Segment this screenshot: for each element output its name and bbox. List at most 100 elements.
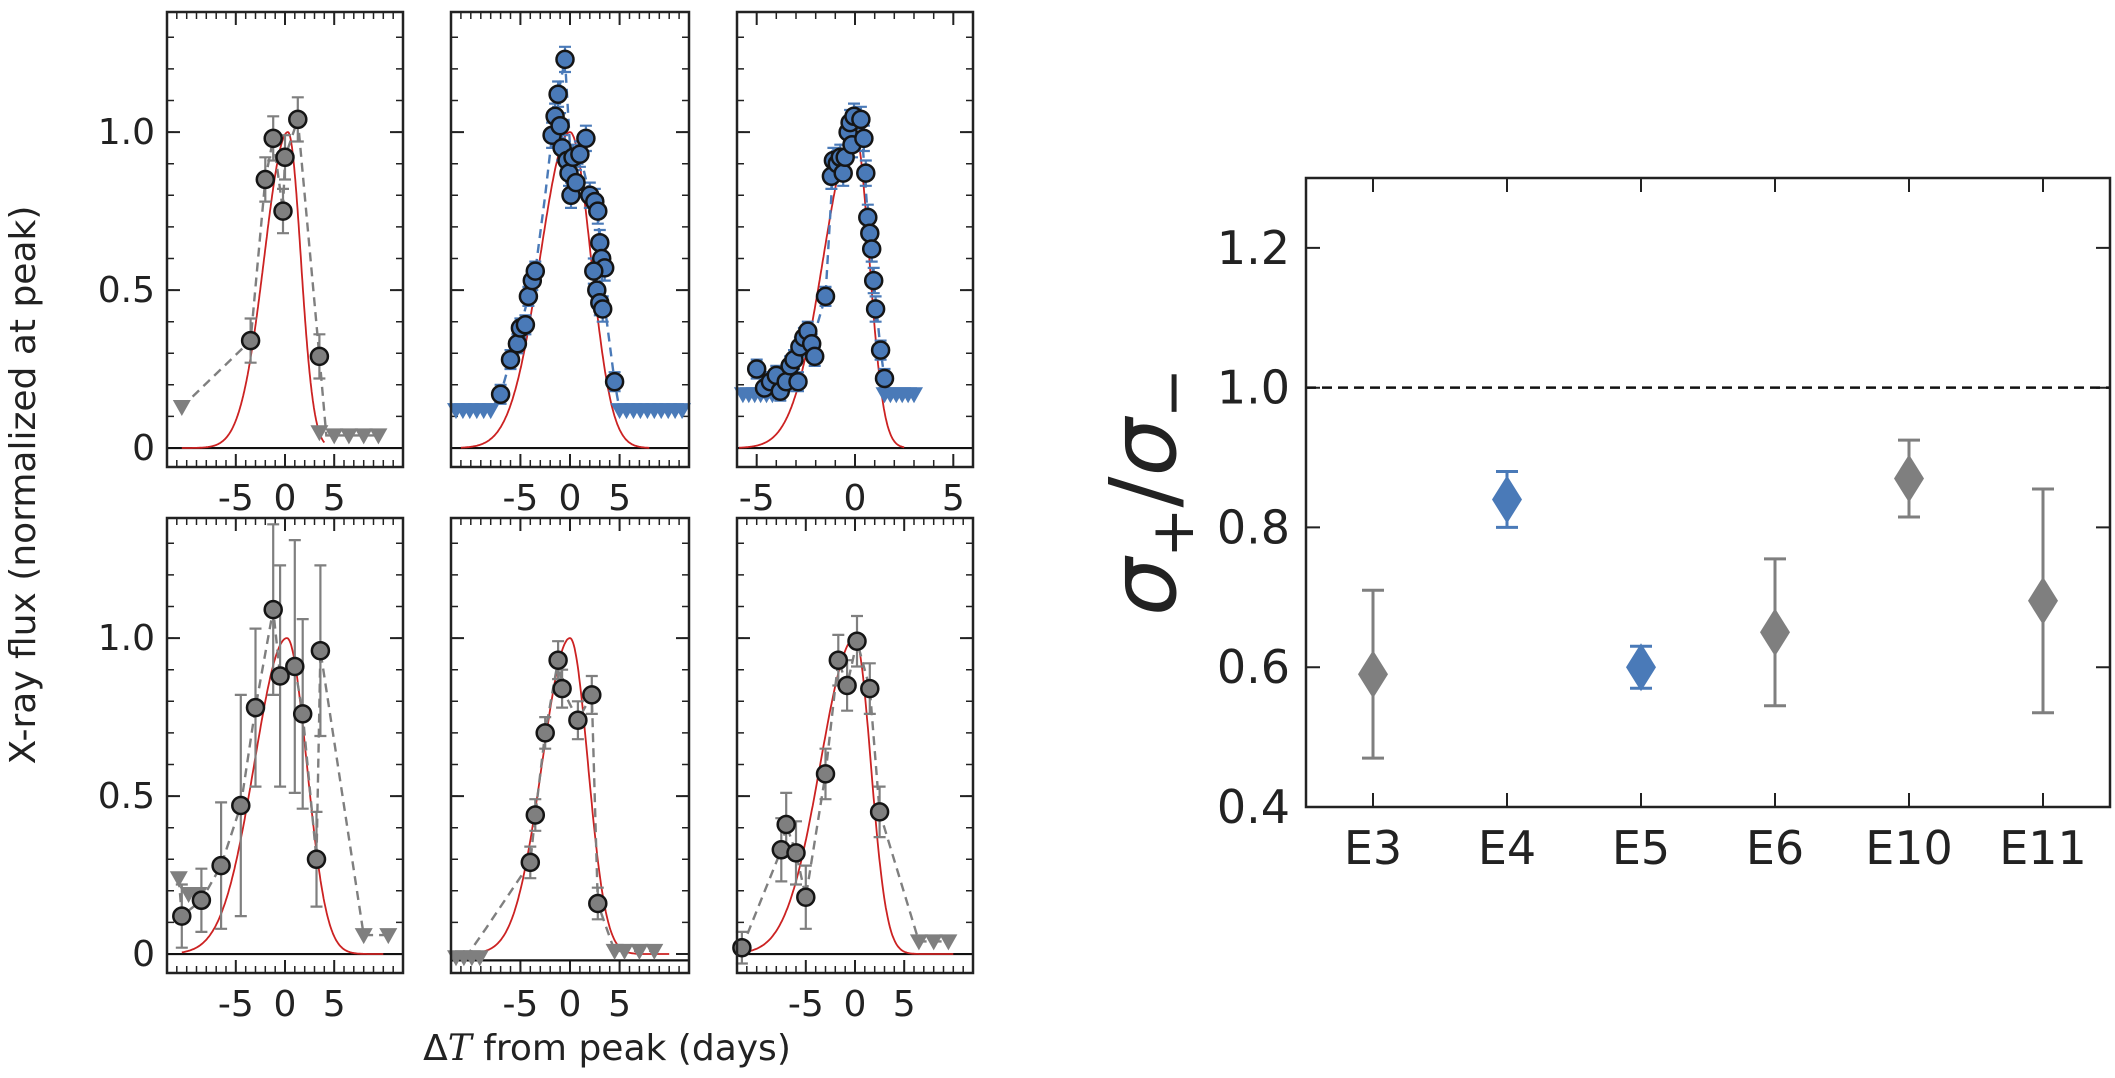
panel-frame	[449, 516, 691, 975]
upper-limit-marker	[379, 928, 398, 945]
ratio-y-tick-label: 0.6	[1217, 640, 1290, 694]
data-point	[555, 49, 575, 70]
y-tick-label: 0.5	[98, 270, 155, 311]
upper-limit-marker	[909, 934, 928, 951]
data-point	[231, 795, 251, 816]
upper-limit-marker	[354, 928, 373, 945]
data-point	[869, 802, 890, 822]
y-tick-label: 0	[132, 934, 155, 975]
ylabel-plus-sub: +	[1138, 508, 1208, 558]
upper-limit-marker	[172, 400, 191, 416]
data-point	[310, 640, 331, 661]
major-ticks	[451, 12, 689, 467]
data-point	[833, 163, 853, 183]
x-tick-label: 0	[844, 984, 867, 1025]
data-point	[285, 656, 305, 677]
upper-limit-marker	[354, 428, 373, 445]
data-point	[211, 855, 231, 876]
ratio-panel-frame	[1304, 176, 2112, 809]
dashed-connector	[177, 609, 389, 937]
data-point	[788, 371, 808, 392]
data-point	[856, 163, 876, 183]
ratio-point-E5	[1626, 643, 1656, 692]
ylabel-sigma-minus: σ	[1090, 416, 1197, 477]
light-curve-panels: -5 0 500.51.0-5 0 5 -5 0 5-5 0 500.51.0-5 0 5 -5 0 5	[98, 10, 975, 1025]
ylabel-minus-sub: −	[1138, 368, 1208, 418]
data-point	[191, 890, 212, 911]
data-point	[490, 384, 511, 405]
data-point	[270, 666, 290, 686]
data-point	[273, 201, 293, 221]
upper-limit-marker	[369, 428, 388, 445]
ratio-y-tick-label: 0.8	[1217, 500, 1290, 554]
upper-limit-marker	[325, 428, 344, 445]
data-point	[548, 84, 568, 104]
x-tick-label: -5	[502, 984, 538, 1025]
data-point	[588, 893, 608, 914]
data-point	[860, 678, 880, 699]
data-point	[815, 764, 836, 784]
upper-limit-marker	[924, 934, 943, 951]
major-ticks	[737, 518, 973, 973]
lightcurve-panel-p3: -5 0 5	[733, 10, 975, 519]
x-tick-label: -5	[218, 984, 254, 1025]
ratio-y-tick-label: 1.2	[1217, 221, 1290, 275]
panel-frame	[165, 516, 405, 975]
ylabel-slash: /	[1090, 477, 1197, 508]
data-point	[535, 723, 555, 743]
ratio-point-E3	[1358, 650, 1388, 699]
minor-ticks	[166, 12, 404, 467]
y-tick-label: 1.0	[98, 618, 155, 659]
data-point	[854, 128, 874, 149]
data-point	[172, 906, 192, 926]
data-point	[584, 261, 604, 281]
data-point	[847, 631, 867, 651]
x-tick-label: 5	[608, 478, 631, 519]
data-point	[592, 299, 613, 319]
data-point	[550, 115, 570, 136]
ratio-point-E10	[1894, 454, 1924, 503]
x-tick-label: 5	[323, 984, 346, 1025]
data-point	[525, 805, 546, 825]
upper-limit-marker	[481, 403, 500, 420]
data-point	[858, 207, 878, 228]
data-point	[518, 286, 539, 307]
x-tick-label: 5	[323, 478, 346, 519]
ratio-point-E11	[2028, 576, 2058, 625]
minor-ticks	[736, 518, 974, 973]
x-tick-label: 0	[274, 478, 297, 519]
upper-limit-marker	[310, 425, 329, 442]
panel-frame	[735, 516, 975, 975]
y-tick-label: 0	[132, 428, 155, 469]
upper-limit-marker	[939, 934, 958, 951]
data-point	[786, 843, 806, 863]
data-point	[804, 346, 825, 367]
lightcurve-panel-p1: -5 0 500.51.0	[98, 10, 405, 519]
data-point	[525, 261, 546, 281]
data-point	[240, 330, 261, 351]
upper-limit-marker	[630, 943, 649, 960]
data-point	[776, 814, 796, 835]
sigma-ratio-panel: E3 E4 E5 E6 E10 E11 0.4 0.6 0.8 1.0 1.2	[1217, 176, 2112, 875]
ratio-x-tick-E3: E3	[1344, 821, 1402, 875]
data-point	[255, 169, 276, 190]
major-ticks	[167, 12, 403, 467]
x-tick-label: -5	[788, 984, 824, 1025]
x-tick-label: 5	[608, 984, 631, 1025]
upper-limit-marker	[615, 943, 634, 960]
data-point	[861, 239, 882, 259]
data-point	[582, 685, 602, 705]
model-curve	[741, 637, 954, 955]
minor-ticks	[450, 518, 690, 973]
upper-limit-marker	[339, 428, 358, 445]
data-point	[865, 299, 886, 319]
data-point	[263, 128, 283, 149]
data-point	[275, 147, 295, 168]
panel-frame	[735, 10, 975, 469]
data-point	[566, 172, 586, 193]
data-point	[796, 887, 816, 907]
xlabel-variable: T	[448, 1028, 475, 1069]
upper-limit-marker	[645, 943, 664, 960]
minor-ticks	[450, 12, 690, 467]
